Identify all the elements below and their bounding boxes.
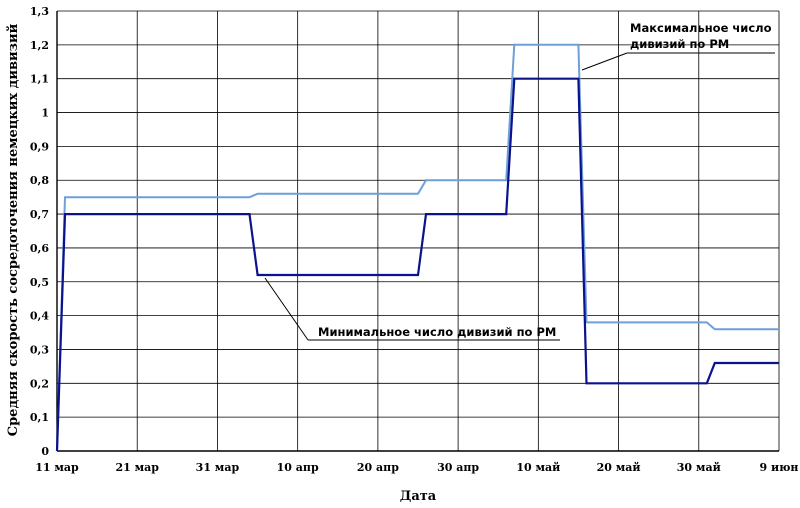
y-tick-label: 1,1 xyxy=(30,73,49,86)
x-tick-label: 11 мар xyxy=(35,461,79,474)
series-annotations: Максимальное число дивизий по РМ Минимальн… xyxy=(264,21,775,341)
y-tick-label: 0,2 xyxy=(30,377,49,390)
y-tick-label: 0,1 xyxy=(30,411,49,424)
x-tick-label: 20 май xyxy=(597,461,641,474)
series-line-max xyxy=(56,43,779,452)
y-tick-label: 1,2 xyxy=(30,39,49,52)
x-tick-label: 31 мар xyxy=(196,461,240,474)
x-tick-label: 21 мар xyxy=(115,461,159,474)
series-line-min xyxy=(55,77,779,452)
series-annotation-max-line: дивизий по РМ xyxy=(630,37,729,51)
grid-lines xyxy=(56,10,780,452)
y-tick-label: 0,9 xyxy=(30,140,49,153)
series-lines xyxy=(55,43,779,452)
y-tick-label: 0,8 xyxy=(30,174,49,187)
y-tick-label: 1 xyxy=(41,107,49,120)
x-tick-label: 10 апр xyxy=(277,461,319,474)
y-tick-label: 0,6 xyxy=(30,242,49,255)
series-annotation-min-line: Минимальное число дивизий по РМ xyxy=(318,325,556,339)
x-tick-label: 10 май xyxy=(516,461,560,474)
y-tick-label: 1,3 xyxy=(30,5,49,18)
y-tick-label: 0 xyxy=(41,445,49,458)
axis-ticks: 0 0,1 0,2 0,3 0,4 0,5 0,6 0,7 0,8 0,9 1 1,1 1,2 1,3 11… xyxy=(30,5,799,474)
y-tick-label: 0,7 xyxy=(30,208,49,221)
x-axis-title: Дата xyxy=(400,489,437,504)
x-tick-label: 30 апр xyxy=(437,461,479,474)
x-tick-label: 9 июн xyxy=(760,461,799,474)
x-tick-label: 30 май xyxy=(677,461,721,474)
callout-leader-min xyxy=(264,277,309,341)
callout-leader-max xyxy=(581,52,628,71)
series-annotation-max-line: Максимальное число xyxy=(630,21,772,35)
y-tick-label: 0,4 xyxy=(30,310,49,323)
y-tick-label: 0,5 xyxy=(30,276,49,289)
x-tick-label: 20 апр xyxy=(357,461,399,474)
y-tick-label: 0,3 xyxy=(30,343,49,356)
y-axis-title: Средняя скорость сосредоточения немецких… xyxy=(6,23,21,436)
